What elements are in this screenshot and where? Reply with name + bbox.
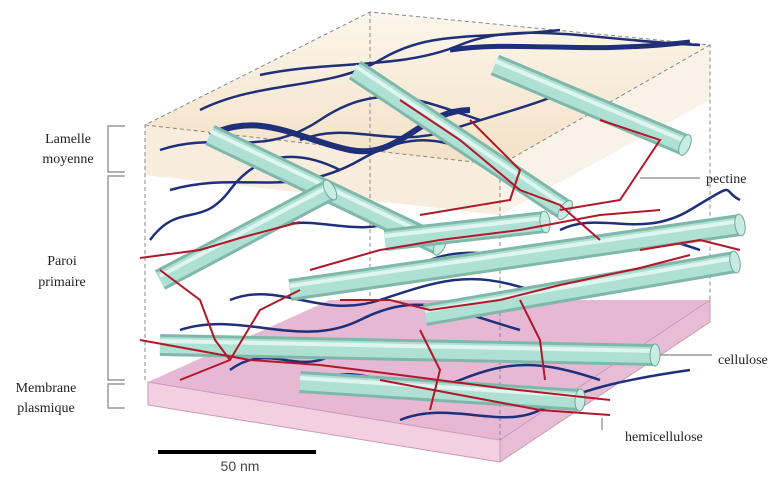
label: pectine [706,172,746,187]
label: plasmique [17,401,75,416]
label: Membrane [16,381,77,396]
cellulose-end [650,344,660,366]
label: primaire [38,275,85,290]
cellulose-fibre [160,190,330,280]
scale-label: 50 nm [221,458,260,474]
label: cellulose [718,353,768,368]
label: Lamelle [45,132,91,147]
cell-wall-diagram: Lamelle moyenne Paroi primaire Membrane … [0,0,781,478]
label: moyenne [42,152,93,167]
cellulose-fibre [160,186,330,276]
label: hemicellulose [625,430,703,445]
label: Paroi [47,254,77,269]
